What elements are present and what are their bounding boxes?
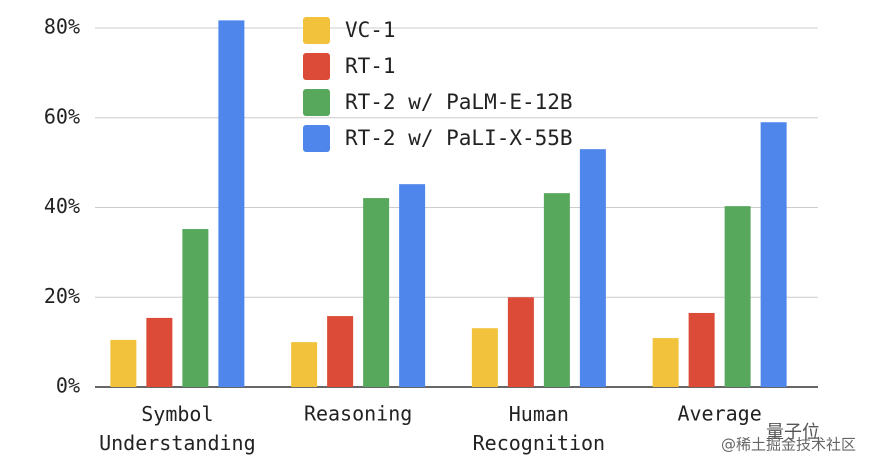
legend-label: RT-2 w/ PaLM-E-12B bbox=[345, 90, 573, 114]
legend-label: VC-1 bbox=[345, 18, 396, 42]
bar bbox=[399, 184, 426, 387]
watermark: @稀土掘金技术社区 bbox=[721, 436, 856, 454]
bar bbox=[579, 149, 606, 387]
legend-swatch bbox=[303, 125, 330, 152]
bar bbox=[724, 206, 751, 387]
x-tick-label: Symbol Understanding bbox=[99, 402, 256, 455]
watermark: 量子位 bbox=[766, 422, 820, 443]
bar bbox=[327, 316, 354, 387]
legend-swatch bbox=[303, 53, 330, 80]
y-tick-label: 20% bbox=[44, 284, 80, 308]
bar bbox=[218, 20, 245, 388]
bar bbox=[652, 338, 679, 387]
bar bbox=[688, 312, 715, 387]
y-tick-label: 40% bbox=[44, 194, 80, 218]
y-tick-label: 0% bbox=[56, 374, 80, 398]
y-tick-label: 80% bbox=[44, 15, 80, 39]
y-tick-label: 60% bbox=[44, 104, 80, 128]
bar bbox=[146, 317, 173, 387]
bar bbox=[110, 339, 137, 387]
bar bbox=[543, 193, 570, 387]
x-tick-label: Reasoning bbox=[304, 402, 412, 426]
x-tick-label: Human Recognition bbox=[473, 402, 605, 455]
bar bbox=[507, 297, 534, 387]
bar bbox=[182, 229, 209, 387]
bar bbox=[363, 198, 390, 387]
plot: 0% 20% 40% 60% 80% Symbol Understanding Reasoni… bbox=[44, 15, 818, 455]
legend-swatch bbox=[303, 17, 330, 44]
bar bbox=[471, 328, 498, 387]
legend-label: RT-1 bbox=[345, 54, 396, 78]
legend-swatch bbox=[303, 89, 330, 116]
bar bbox=[291, 342, 318, 387]
bar bbox=[760, 122, 787, 388]
x-tick-label: Average bbox=[677, 402, 761, 426]
legend-label: RT-2 w/ PaLI-X-55B bbox=[345, 126, 573, 150]
